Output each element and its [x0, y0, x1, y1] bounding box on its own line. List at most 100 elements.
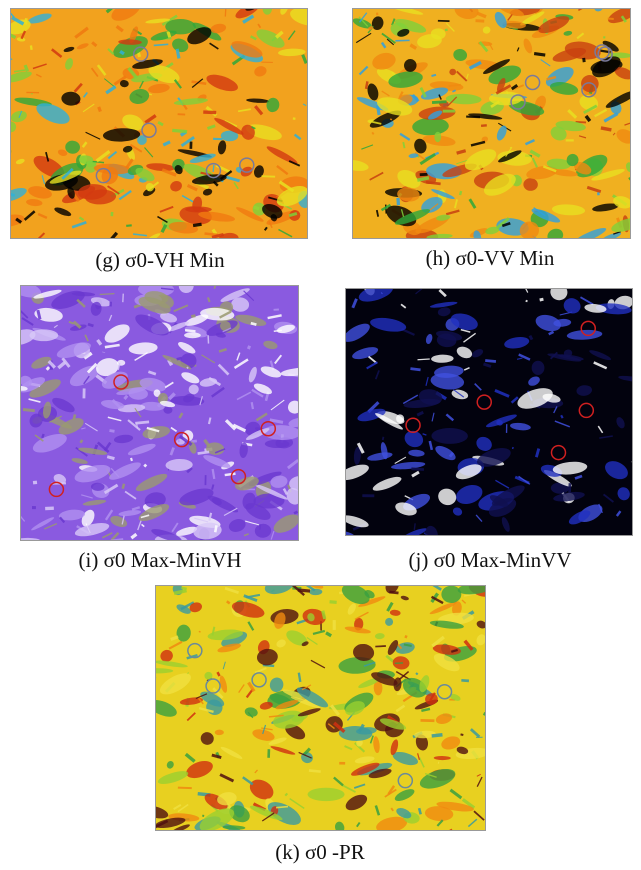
- texture-blob: [90, 482, 105, 491]
- texture-blob: [254, 523, 272, 538]
- texture-blob: [204, 671, 213, 680]
- texture-stroke: [353, 783, 366, 789]
- texture-stroke: [371, 131, 375, 135]
- texture-blob: [498, 150, 522, 163]
- texture-stroke: [584, 114, 592, 123]
- texture-stroke: [123, 394, 129, 400]
- texture-stroke: [274, 354, 283, 365]
- texture-blob: [388, 8, 424, 15]
- texture-blob: [454, 8, 479, 20]
- texture-stroke: [495, 84, 512, 95]
- sample-marker: [173, 431, 190, 448]
- texture-stroke: [160, 287, 174, 291]
- texture-blob: [34, 307, 63, 322]
- texture-blob: [266, 97, 280, 113]
- sample-marker: [205, 678, 221, 694]
- texture-blob: [259, 701, 273, 710]
- texture-blob: [20, 386, 28, 391]
- texture-stroke: [461, 599, 467, 604]
- texture-blob: [338, 657, 376, 674]
- texture-stroke: [87, 322, 94, 328]
- texture-stroke: [413, 523, 416, 530]
- texture-stroke: [157, 121, 164, 127]
- texture-blob: [61, 91, 81, 106]
- texture-blob: [168, 221, 198, 234]
- texture-blob: [608, 8, 631, 24]
- texture-blob: [581, 75, 599, 93]
- texture-stroke: [101, 532, 113, 539]
- texture-stroke: [41, 433, 45, 439]
- texture-stroke: [135, 420, 150, 425]
- texture-stroke: [298, 751, 312, 759]
- texture-blob: [347, 603, 356, 615]
- texture-stroke: [404, 634, 408, 639]
- texture-stroke: [200, 171, 212, 177]
- texture-stroke: [333, 776, 344, 787]
- texture-stroke: [425, 180, 441, 186]
- texture-blob: [157, 771, 189, 784]
- texture-stroke: [82, 92, 88, 98]
- texture-stroke: [531, 157, 538, 168]
- texture-blob: [468, 113, 503, 120]
- caption: (h) σ0-VV Min: [425, 246, 555, 270]
- texture-blob: [204, 793, 228, 810]
- texture-stroke: [96, 64, 107, 76]
- texture-blob: [550, 482, 569, 494]
- texture-blob: [51, 290, 85, 309]
- texture-stroke: [276, 805, 289, 809]
- texture-stroke: [358, 65, 369, 76]
- sample-marker: [113, 374, 129, 390]
- texture-blob: [390, 461, 426, 470]
- texture-stroke: [206, 297, 211, 303]
- texture-stroke: [107, 48, 115, 55]
- texture-stroke: [107, 185, 120, 195]
- texture-blob: [351, 762, 380, 776]
- texture-stroke: [485, 359, 497, 363]
- texture-blob: [431, 189, 455, 200]
- texture-blob: [376, 816, 408, 831]
- texture-stroke: [143, 463, 148, 468]
- texture-blob: [482, 26, 491, 34]
- texture-stroke: [594, 108, 608, 118]
- texture-blob: [402, 528, 427, 536]
- texture-stroke: [518, 353, 531, 361]
- texture-blob: [42, 401, 52, 419]
- texture-blob: [419, 768, 456, 789]
- texture-stroke: [224, 175, 240, 183]
- texture-blob: [138, 296, 171, 314]
- texture-stroke: [51, 48, 63, 58]
- texture-stroke: [453, 389, 465, 398]
- texture-stroke: [287, 30, 296, 41]
- texture-blob: [135, 167, 155, 182]
- texture-stroke: [20, 309, 29, 319]
- caption: (g) σ0-VH Min: [95, 248, 225, 272]
- texture-blob: [605, 461, 628, 480]
- texture-stroke: [211, 753, 222, 760]
- texture-blob: [502, 20, 526, 29]
- texture-stroke: [173, 588, 187, 596]
- image-border: [20, 285, 299, 541]
- texture-stroke: [429, 692, 436, 702]
- texture-stroke: [312, 629, 326, 636]
- texture-blob: [408, 153, 419, 159]
- texture-stroke: [417, 358, 430, 361]
- texture-blob: [377, 97, 413, 116]
- texture-blob: [373, 680, 383, 696]
- texture-stroke: [577, 8, 585, 12]
- texture-stroke: [81, 494, 93, 499]
- texture-blob: [368, 768, 392, 779]
- image-border: [352, 8, 631, 239]
- texture-blob: [135, 473, 168, 492]
- texture-stroke: [251, 126, 256, 130]
- texture-blob: [262, 204, 283, 219]
- texture-blob: [235, 476, 259, 491]
- sample-marker: [524, 74, 541, 91]
- texture-stroke: [15, 217, 23, 224]
- texture-stroke: [288, 160, 301, 167]
- texture-stroke: [603, 112, 619, 123]
- texture-stroke: [416, 176, 430, 182]
- texture-stroke: [107, 150, 118, 160]
- texture-stroke: [160, 224, 168, 234]
- texture-stroke: [449, 788, 463, 800]
- texture-stroke: [61, 167, 74, 180]
